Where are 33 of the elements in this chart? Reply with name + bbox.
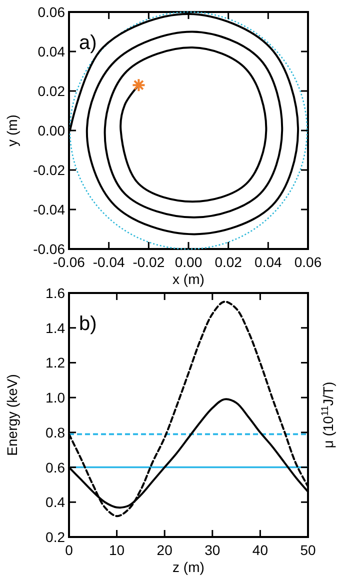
x-tick-label: 0.00	[174, 254, 202, 270]
y-tick-label: 1.2	[46, 354, 66, 371]
y-tick-label: 1.6	[46, 285, 66, 301]
annotation: b)	[79, 313, 97, 335]
x-tick-label: 0.04	[254, 254, 282, 270]
x-tick-label: 30	[204, 542, 220, 558]
x-tick-label: 20	[156, 542, 173, 558]
x-axis-title: z (m)	[172, 559, 204, 575]
x-tick-label: 0.06	[294, 254, 322, 270]
y-tick-label: 0.2	[46, 529, 66, 545]
x-tick-label: 0	[65, 542, 74, 558]
y-tick-label: 0.04	[38, 44, 66, 60]
y-tick-label: 0.02	[38, 83, 66, 99]
y-axis-title: y (m)	[4, 114, 20, 146]
x-tick-label: 10	[109, 542, 125, 558]
y-tick-label: 0.06	[38, 4, 66, 20]
x-tick-label: -0.02	[132, 254, 165, 270]
y-tick-label: 0.6	[46, 459, 66, 476]
y-tick-label: -0.04	[33, 202, 66, 218]
x-tick-label: 40	[252, 542, 268, 558]
y-tick-label: 1.4	[46, 320, 66, 336]
x-tick-label: 0.02	[214, 254, 242, 270]
y-tick-label: 0.00	[38, 122, 66, 138]
annotation: a)	[79, 32, 97, 54]
y-axis-title: Energy (keV)	[4, 374, 20, 456]
x-tick-label: 50	[300, 542, 316, 558]
y-tick-label: 0.4	[46, 494, 66, 510]
x-axis-title: x (m)	[172, 271, 204, 287]
y-tick-label: -0.02	[33, 162, 66, 178]
x-tick-label: -0.04	[92, 254, 125, 270]
y-tick-label: -0.06	[33, 241, 66, 257]
y-tick-label: 0.8	[46, 424, 66, 440]
y-tick-label: 1.0	[46, 390, 66, 406]
